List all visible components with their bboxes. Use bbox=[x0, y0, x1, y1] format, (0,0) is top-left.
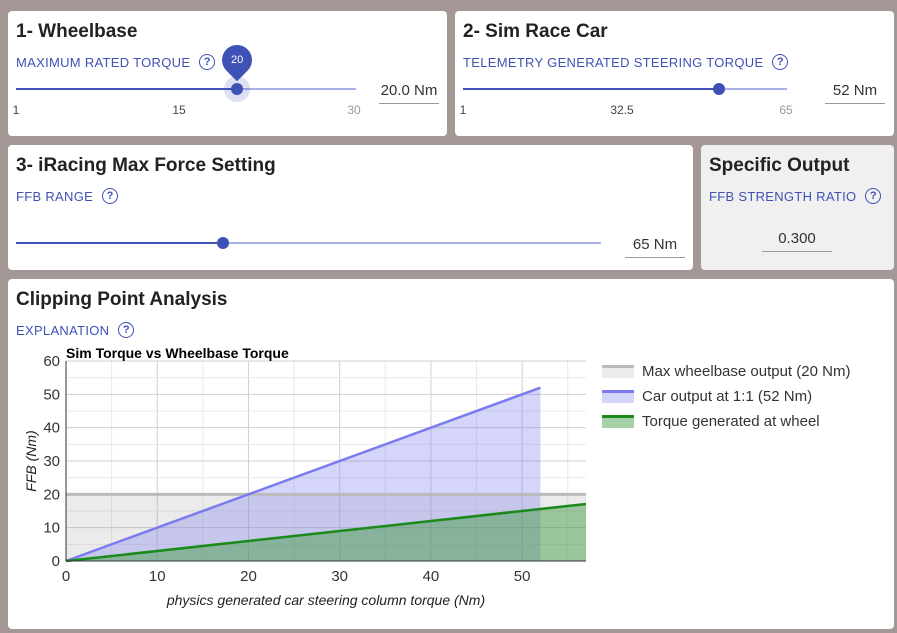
legend-swatch bbox=[602, 415, 634, 428]
max-wheelbase-area bbox=[66, 494, 586, 561]
ffb-range-slider[interactable] bbox=[16, 237, 601, 249]
wheelbase-mark-max: 30 bbox=[347, 103, 361, 117]
y-tick-label: 50 bbox=[43, 386, 60, 403]
clipping-card: Clipping Point Analysis EXPLANATION ? 0 1… bbox=[8, 279, 894, 629]
x-tick-label: 30 bbox=[331, 568, 348, 585]
help-icon[interactable]: ? bbox=[102, 188, 119, 204]
explanation-label: EXPLANATION bbox=[16, 322, 110, 338]
chart-lines bbox=[65, 386, 587, 563]
chart-title: Sim Torque vs Wheelbase Torque bbox=[66, 345, 289, 361]
ffb-range-value-field[interactable]: 65 Nm bbox=[625, 236, 685, 258]
ffb-range-slider-thumb[interactable] bbox=[217, 237, 229, 249]
iracing-title: 3- iRacing Max Force Setting bbox=[16, 155, 276, 176]
specific-output-subtitle: FFB STRENGTH RATIO ? bbox=[709, 188, 886, 204]
clipping-subtitle: EXPLANATION ? bbox=[16, 322, 886, 338]
legend-item: Max wheelbase output (20 Nm) bbox=[602, 363, 850, 380]
wheelbase-value-bubble: 20 bbox=[215, 38, 259, 82]
specific-output-card: Specific Output FFB STRENGTH RATIO ? 0.3… bbox=[701, 145, 894, 270]
wheelbase-slider-tick bbox=[179, 88, 181, 90]
help-icon[interactable]: ? bbox=[865, 188, 882, 204]
specific-output-title: Specific Output bbox=[709, 155, 850, 176]
wheelbase-card: 1- Wheelbase MAXIMUM RATED TORQUE ? 20 1… bbox=[8, 11, 447, 136]
y-tick-label: 60 bbox=[43, 353, 60, 370]
series-line-1 bbox=[65, 386, 541, 563]
x-tick-label: 20 bbox=[240, 568, 257, 585]
wheelbase-mark-min: 1 bbox=[12, 103, 20, 117]
legend-label: Car output at 1:1 (52 Nm) bbox=[642, 388, 813, 405]
y-tick-label: 0 bbox=[52, 553, 60, 570]
ffb-range-slider-fill bbox=[16, 242, 223, 244]
legend-swatch bbox=[602, 390, 634, 403]
clipping-title: Clipping Point Analysis bbox=[16, 289, 228, 310]
sim-race-car-subtitle: TELEMETRY GENERATED STEERING TORQUE ? bbox=[463, 54, 886, 70]
y-tick-label: 10 bbox=[43, 520, 60, 537]
legend-item: Car output at 1:1 (52 Nm) bbox=[602, 388, 850, 405]
sim-race-car-slider-thumb[interactable] bbox=[713, 83, 725, 95]
max-rated-torque-label: MAXIMUM RATED TORQUE bbox=[16, 54, 191, 70]
wheelbase-title: 1- Wheelbase bbox=[16, 21, 138, 42]
sim-race-car-slider[interactable] bbox=[463, 83, 787, 95]
y-tick-label: 40 bbox=[43, 420, 60, 437]
x-tick-label: 50 bbox=[514, 568, 531, 585]
help-icon[interactable]: ? bbox=[199, 54, 216, 70]
wheelbase-subtitle: MAXIMUM RATED TORQUE ? bbox=[16, 54, 439, 70]
chart-legend: Max wheelbase output (20 Nm) Car output a… bbox=[602, 363, 850, 438]
sim-race-car-mark-max: 65 bbox=[779, 103, 793, 117]
sim-race-car-title: 2- Sim Race Car bbox=[463, 21, 608, 42]
telemetry-torque-label: TELEMETRY GENERATED STEERING TORQUE bbox=[463, 54, 764, 70]
wheelbase-slider[interactable]: 20 bbox=[16, 38, 356, 102]
ffb-strength-ratio-label: FFB STRENGTH RATIO bbox=[709, 188, 857, 204]
x-tick-label: 40 bbox=[423, 568, 440, 585]
clipping-chart: 0 10 20 30 40 50 0 10 20 30 40 50 60 Sim Torque vs W… bbox=[23, 345, 587, 608]
x-tick-label: 10 bbox=[149, 568, 166, 585]
legend-item: Torque generated at wheel bbox=[602, 413, 850, 430]
ffb-range-label: FFB RANGE bbox=[16, 188, 94, 204]
wheelbase-mark-mid: 15 bbox=[172, 103, 186, 117]
sim-race-car-slider-fill bbox=[463, 88, 719, 90]
wheelbase-slider-thumb[interactable]: 20 bbox=[215, 38, 259, 102]
iracing-subtitle: FFB RANGE ? bbox=[16, 188, 685, 204]
chart-ticks: 0 10 20 30 40 50 0 10 20 30 40 50 60 bbox=[43, 353, 530, 585]
ffb-strength-ratio-value: 0.300 bbox=[762, 230, 832, 252]
sim-race-car-mark-mid: 32.5 bbox=[610, 103, 634, 117]
x-tick-label: 0 bbox=[62, 568, 70, 585]
legend-swatch bbox=[602, 365, 634, 378]
sim-race-car-card: 2- Sim Race Car TELEMETRY GENERATED STEE… bbox=[455, 11, 894, 136]
legend-label: Max wheelbase output (20 Nm) bbox=[642, 363, 851, 380]
sim-race-car-slider-tick bbox=[622, 88, 624, 90]
x-axis-label: physics generated car steering column to… bbox=[166, 592, 485, 608]
y-tick-label: 30 bbox=[43, 453, 60, 470]
wheelbase-slider-fill bbox=[16, 88, 237, 90]
legend-label: Torque generated at wheel bbox=[642, 413, 820, 430]
series-line-2 bbox=[65, 502, 587, 563]
sim-race-car-value-field[interactable]: 52 Nm bbox=[825, 82, 885, 104]
y-axis-label: FFB (Nm) bbox=[23, 430, 39, 491]
sim-race-car-mark-min: 1 bbox=[459, 103, 467, 117]
wheelbase-value-field[interactable]: 20.0 Nm bbox=[379, 82, 439, 104]
help-icon[interactable]: ? bbox=[772, 54, 789, 70]
help-icon[interactable]: ? bbox=[118, 322, 135, 338]
car-output-area bbox=[66, 387, 541, 561]
iracing-card: 3- iRacing Max Force Setting FFB RANGE ?… bbox=[8, 145, 693, 270]
y-tick-label: 20 bbox=[43, 486, 60, 503]
